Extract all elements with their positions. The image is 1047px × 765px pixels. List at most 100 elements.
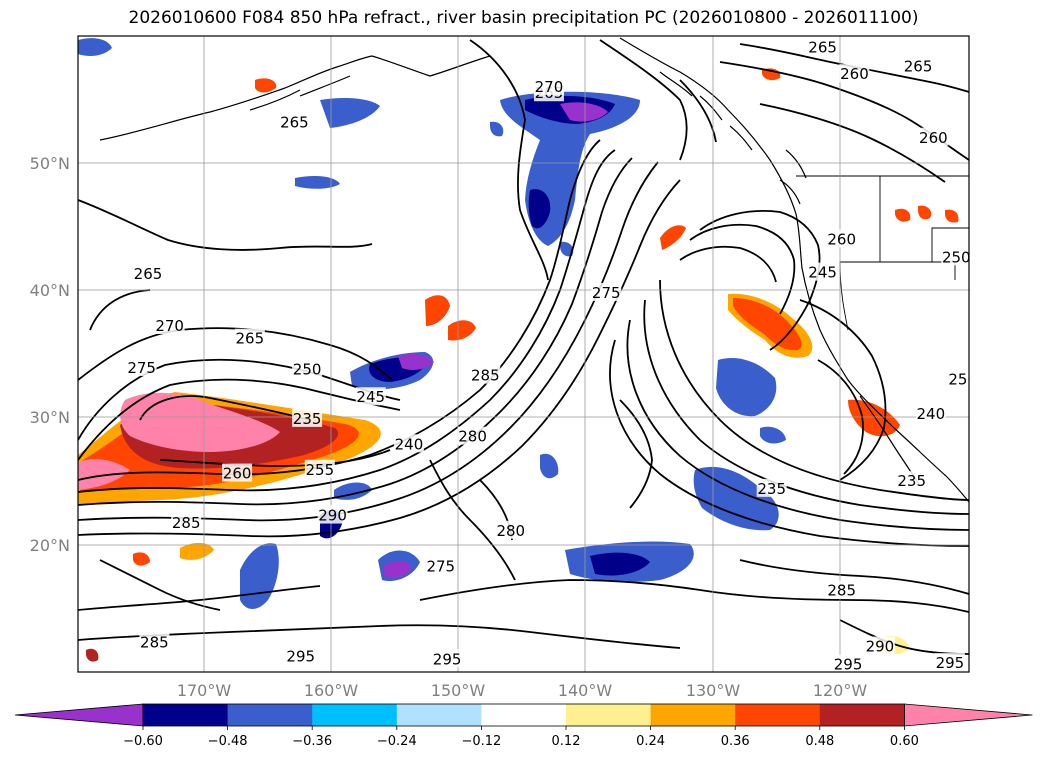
lon-label-160w: 160°W <box>304 681 359 700</box>
contour-label-bg <box>591 282 622 301</box>
contour-label: 245 <box>808 264 837 282</box>
contour-label-bg <box>279 112 310 131</box>
contour-label: 290 <box>318 507 347 525</box>
contour-label-bg <box>807 37 838 56</box>
contour-label: 250 <box>293 360 322 378</box>
contour-label-bg <box>317 505 348 524</box>
lon-label-130w: 130°W <box>686 681 741 700</box>
lon-label-140w: 140°W <box>558 681 613 700</box>
colorbar-segment <box>819 704 905 726</box>
contour-label-bg <box>833 654 864 672</box>
coastlines <box>99 37 969 503</box>
contour-label-bg <box>533 76 564 95</box>
lat-label-40n: 40°N <box>30 281 70 300</box>
contour-label-bg <box>234 328 265 347</box>
contour-label-bg <box>171 513 202 532</box>
colorbar-tick-label: 0.48 <box>805 734 834 749</box>
contour-label: 235 <box>897 472 926 490</box>
contour-label-bg <box>457 426 488 445</box>
colorbar-tick-label: −0.12 <box>461 734 501 749</box>
contour-label-bg <box>393 434 424 453</box>
contour-label: 250 <box>942 248 971 266</box>
contour-label-bg <box>495 520 526 539</box>
plot-area: 2652702652652652602602602652452752502702… <box>78 36 977 673</box>
contour-label: 265 <box>280 113 309 131</box>
contour-label-bg <box>133 263 164 282</box>
contour-label: 285 <box>140 634 169 652</box>
contour-label-bg <box>285 646 316 665</box>
contour-label-bg <box>425 556 456 575</box>
contour-label: 285 <box>172 514 201 532</box>
contour-label: 245 <box>356 388 385 406</box>
colorbar-tick-label: −0.60 <box>123 734 163 749</box>
contour-label-bg <box>154 316 185 335</box>
contour-label-bg <box>304 459 335 478</box>
contour-label: 250 <box>948 370 977 388</box>
contour-label-bg <box>839 64 870 83</box>
contour-label-bg <box>918 127 949 146</box>
contour-label: 265 <box>808 38 837 56</box>
colorbar-segment <box>650 704 736 726</box>
lat-label-30n: 30°N <box>30 408 70 427</box>
contour-label-bg <box>126 357 157 376</box>
longitude-labels: 170°W 160°W 150°W 140°W 130°W 120°W <box>177 681 868 700</box>
contour-label: 240 <box>916 405 945 423</box>
contour-label: 275 <box>592 284 621 302</box>
colorbar-segment <box>396 704 482 726</box>
contour-label: 275 <box>426 557 455 575</box>
contour-label-bg <box>915 403 946 422</box>
contour-label: 275 <box>127 359 156 377</box>
contour-label-bg <box>355 387 386 406</box>
contour-label-bg <box>896 471 927 490</box>
colorbar: −0.60 −0.48 −0.36 −0.24 −0.12 0.12 0.24 0.36 0.4… <box>14 703 1033 749</box>
contour-label: 265 <box>236 330 265 348</box>
contour-label: 265 <box>904 58 933 76</box>
colorbar-tick-label: 0.12 <box>552 734 581 749</box>
contour-label: 265 <box>134 265 163 283</box>
contour-label-bg <box>947 369 969 388</box>
contour-label: 295 <box>834 655 863 673</box>
contour-label-bg <box>826 229 857 248</box>
contour-label: 270 <box>155 317 184 335</box>
colorbar-tick-label: −0.36 <box>292 734 332 749</box>
lat-label-20n: 20°N <box>30 536 70 555</box>
contour-label: 260 <box>223 465 252 483</box>
plot-frame <box>77 35 970 673</box>
contour-label-bg <box>222 463 253 482</box>
map-title: 2026010600 F084 850 hPa refract., river … <box>128 8 919 28</box>
colorbar-segment <box>312 704 398 726</box>
contour-label: 295 <box>936 654 965 672</box>
contour-label: 280 <box>496 522 525 540</box>
latitude-labels: 50°N 40°N 30°N 20°N <box>30 154 70 555</box>
colorbar-tick-label: −0.24 <box>377 734 417 749</box>
lat-label-50n: 50°N <box>30 154 70 173</box>
contour-label-bg <box>470 365 501 384</box>
contour-label: 280 <box>458 428 487 446</box>
contour-label-bg <box>292 359 323 378</box>
contour-label-bg <box>941 247 969 266</box>
lon-label-150w: 150°W <box>431 681 486 700</box>
contour-label: 260 <box>919 129 948 147</box>
contour-label-bg <box>139 632 170 651</box>
colorbar-tick-label: 0.60 <box>890 734 919 749</box>
contour-label: 285 <box>827 582 856 600</box>
contour-label-bg <box>903 56 934 75</box>
contour-label-bg <box>934 653 965 672</box>
colorbar-segment <box>566 704 652 726</box>
colorbar-segment <box>143 704 229 726</box>
colorbar-tick-label: 0.24 <box>636 734 665 749</box>
contour-label-bg <box>807 262 838 281</box>
colorbar-tick-label: 0.36 <box>721 734 750 749</box>
colorbar-segment <box>227 704 313 726</box>
contour-label: 260 <box>827 231 856 249</box>
contour-labels: 2652702652652652602602602652452752502702… <box>126 37 977 673</box>
colorbar-frame <box>142 703 905 727</box>
contour-label: 295 <box>286 648 315 666</box>
contour-label: 255 <box>306 461 335 479</box>
colorbar-tick-label: −0.48 <box>208 734 248 749</box>
contour-label-bg <box>432 649 463 668</box>
lon-label-120w: 120°W <box>813 681 868 700</box>
colorbar-segment <box>481 704 567 726</box>
contour-label: 295 <box>433 650 462 668</box>
